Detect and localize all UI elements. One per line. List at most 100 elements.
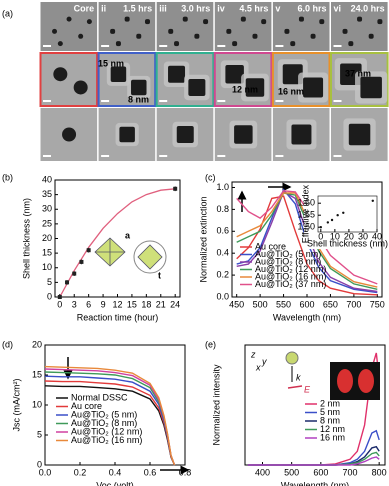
series-line — [59, 188, 176, 298]
particle — [291, 124, 312, 145]
y-tick-label: 30 — [42, 204, 52, 214]
particle — [176, 126, 194, 143]
x-axis-label: Reaction time (hour) — [77, 312, 159, 322]
data-point — [86, 248, 91, 253]
legend-label: 8 nm — [320, 415, 340, 425]
particle — [53, 67, 68, 82]
y-tick-label: 25 — [42, 218, 52, 228]
data-point — [57, 295, 62, 299]
panel-index: iii — [159, 3, 167, 13]
x-tick-label: 9 — [101, 299, 106, 309]
annotation: k — [296, 372, 301, 382]
panel-label: (a) — [2, 8, 13, 18]
y-tick-label: 1.0 — [216, 182, 229, 192]
legend-label: Au@TiO₂ (16 nm) — [255, 271, 326, 281]
y-tick-label: 0.0 — [216, 291, 229, 301]
particle — [78, 33, 84, 39]
micrograph — [39, 52, 99, 107]
annotation: t — [158, 270, 161, 280]
particle — [115, 41, 121, 47]
particle — [226, 28, 232, 34]
scale-label: 16 nm — [278, 86, 304, 96]
particle — [303, 77, 324, 98]
particle — [377, 19, 383, 25]
y-tick-label: 0 — [37, 459, 42, 469]
micrograph — [214, 2, 272, 51]
x-tick-label: 700 — [342, 467, 357, 477]
y-tick-label: 15 — [32, 369, 42, 379]
particle — [182, 16, 188, 22]
data-point — [173, 186, 178, 191]
annotation: a — [125, 230, 131, 240]
x-tick-label: 30 — [358, 231, 368, 241]
y-tick-label: 5 — [47, 277, 52, 287]
scale-bar — [217, 100, 226, 102]
shell — [133, 240, 167, 274]
x-tick-label: 18 — [141, 299, 151, 309]
scale-bar — [275, 100, 284, 102]
scale-bar — [101, 155, 110, 157]
plot-frame — [44, 344, 186, 466]
legend-label: Au@TiO₂ (8 nm) — [255, 256, 321, 266]
legend-label: Au@TiO₂ (12 nm) — [255, 264, 326, 274]
scale-bar — [217, 155, 226, 157]
legend-label: Au@TiO₂ (5 nm) — [71, 409, 137, 419]
legend-label: Normal DSSC — [71, 392, 128, 402]
x-tick-label: 500 — [253, 299, 268, 309]
data-point — [330, 218, 334, 222]
panel-index: ii — [101, 3, 106, 13]
x-tick-label: 10 — [330, 231, 340, 241]
scale-bar — [43, 100, 51, 102]
legend-label: Au@TiO₂ (16 nm) — [71, 435, 142, 445]
micrograph — [40, 2, 98, 51]
particle — [119, 126, 135, 143]
micrograph — [156, 2, 214, 51]
inset-background — [304, 193, 381, 249]
legend-label: Au@TiO₂ (5 nm) — [255, 249, 321, 259]
particle — [290, 41, 296, 47]
data-point — [342, 211, 345, 214]
scale-bar — [101, 100, 110, 102]
panel-time: 6.0 hrs — [297, 3, 326, 13]
octahedron — [94, 237, 126, 267]
x-tick-label: 400 — [255, 467, 270, 477]
x-tick-label: 21 — [156, 299, 166, 309]
particle — [174, 41, 180, 47]
particle — [168, 65, 186, 83]
panel-index: vi — [334, 3, 342, 13]
y-tick-label: 1.50 — [297, 222, 315, 232]
particle — [284, 28, 290, 34]
scale-bar — [159, 155, 168, 157]
x-tick-label: 6 — [86, 299, 91, 309]
y-tick-label: 10 — [42, 262, 52, 272]
x-tick-label: 0 — [57, 299, 62, 309]
particle — [136, 33, 142, 39]
x-tick-label: 24 — [170, 299, 180, 309]
annotation: E — [304, 384, 311, 394]
x-axis-label: Wavelength (nm) — [273, 312, 341, 322]
scale-bar — [333, 155, 342, 157]
scale-bar — [159, 100, 168, 102]
panel-index: iv — [217, 3, 225, 13]
x-tick-label: 3 — [72, 299, 77, 309]
data-point — [319, 226, 323, 229]
x-tick-label: 450 — [229, 299, 244, 309]
x-axis-label: Voc (volt) — [96, 480, 134, 486]
series-line — [236, 190, 378, 293]
y-tick-label: 35 — [42, 189, 52, 199]
scale-bar — [101, 45, 110, 47]
y-tick-label: 20 — [42, 233, 52, 243]
particle — [348, 41, 354, 47]
y-axis-label: Normalized intensity — [211, 364, 221, 446]
y-tick-label: 15 — [42, 248, 52, 258]
legend-label: Au core — [255, 241, 286, 251]
particle — [144, 19, 150, 25]
particle — [298, 16, 304, 22]
legend-label: Au@TiO₂ (37 nm) — [255, 279, 326, 289]
hotspot — [337, 369, 353, 393]
particle — [310, 33, 316, 39]
x-tick-label: 40 — [372, 231, 382, 241]
x-tick-label: 550 — [276, 299, 291, 309]
series-line — [236, 190, 378, 285]
particle — [225, 64, 244, 84]
